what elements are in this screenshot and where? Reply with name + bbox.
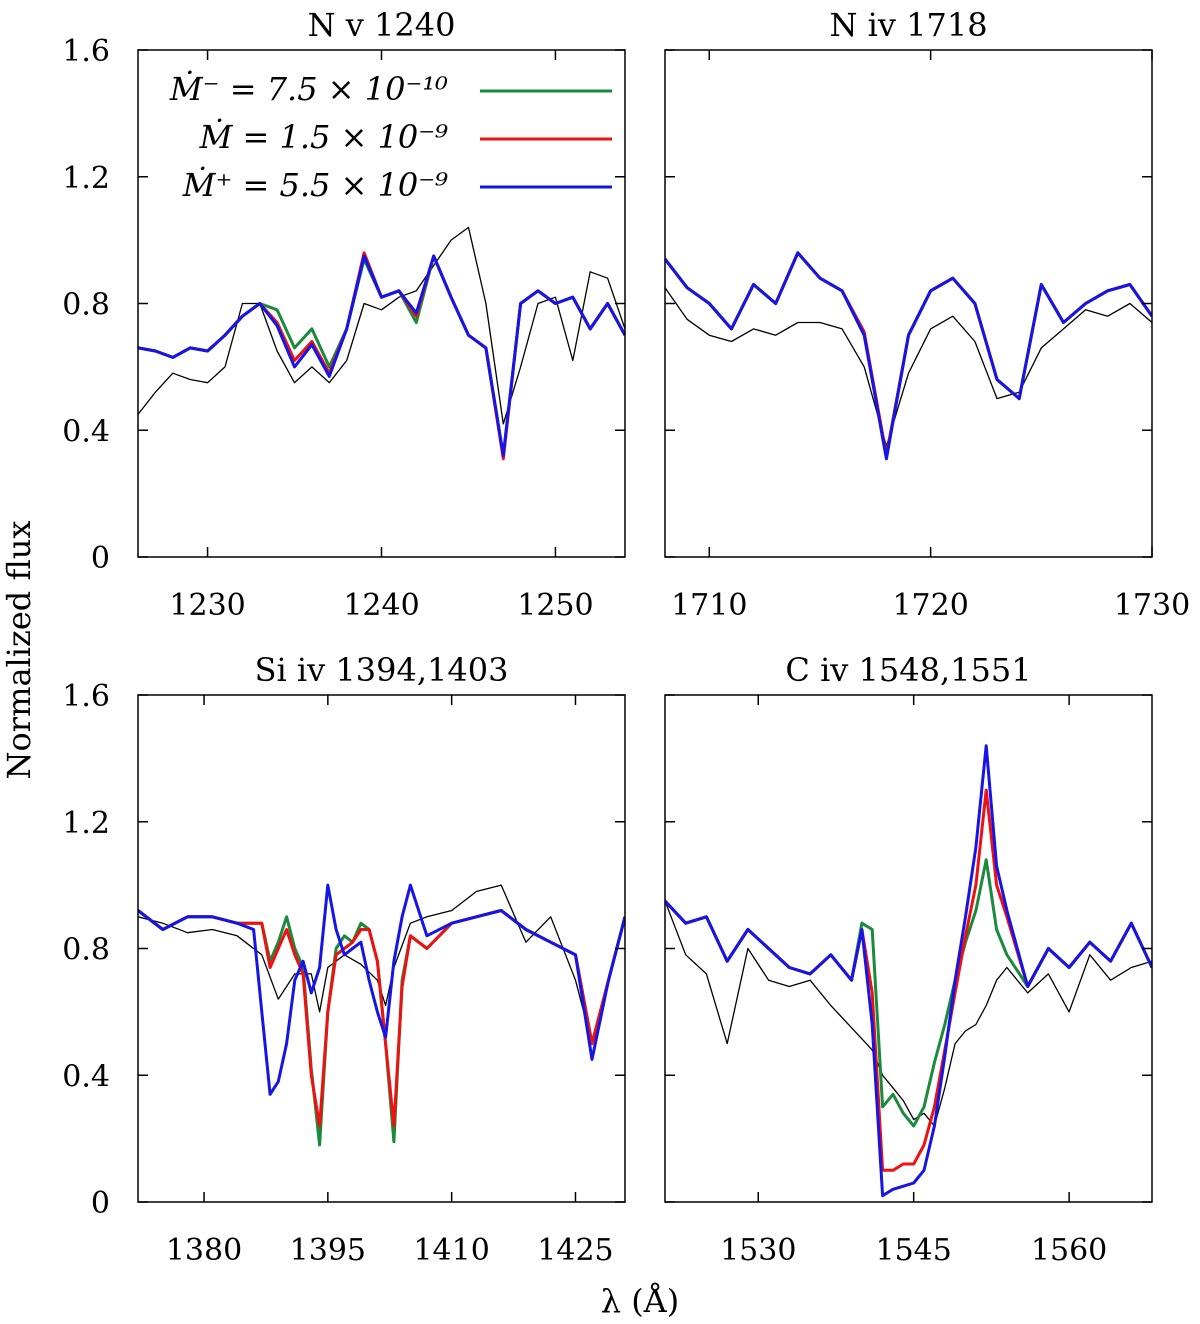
panel-4-xtick-label: 1560 — [1031, 1233, 1107, 1268]
panel-2-xtick-label: 1710 — [671, 588, 747, 623]
panel-4-frame — [664, 694, 1153, 1203]
panel-3-series-observed — [138, 884, 625, 1045]
panel-4-series-model-3 — [665, 744, 1152, 1198]
panel-1-ytick-label: 0.8 — [62, 288, 110, 323]
panel-2-series-model-3 — [665, 251, 1152, 461]
panel-2-series-model-1 — [665, 251, 1152, 458]
panel-1-series-model-3 — [138, 254, 625, 458]
panel-2-series-model-2 — [665, 251, 1152, 458]
panel-1-title: N v 1240 — [308, 6, 456, 44]
panel-3-ytick-label: 1.6 — [62, 679, 110, 714]
panel-1-ytick-label: 0 — [91, 541, 110, 576]
panel-1-series-model-1 — [138, 254, 625, 458]
y-axis-title: Normalized flux — [0, 521, 38, 780]
panel-3-ytick-label: 0.8 — [62, 933, 110, 968]
legend: Ṁ⁻ = 7.5 × 10⁻¹⁰ Ṁ = 1.5 × 10⁻⁹ Ṁ⁺ = 5.5… — [169, 70, 612, 204]
panel-2-frame — [664, 49, 1153, 558]
panel-2-plot-area — [665, 251, 1152, 461]
panel-4-plot-area — [665, 744, 1152, 1198]
panels: 1230 1240 1250 0 0.4 0.8 1.2 1.6 N v 1240 1710 172… — [62, 6, 1190, 1268]
panel-3-plot-area — [138, 883, 625, 1147]
panel-4-title: C iv 1548,1551 — [785, 651, 1031, 689]
panel-1-xtick-label: 1230 — [169, 588, 245, 623]
panel-3-series-model-3 — [138, 883, 625, 1096]
panel-3-ytick-label: 0 — [91, 1186, 110, 1221]
panel-4-xtick-label: 1545 — [876, 1233, 952, 1268]
panel-1-series-observed — [138, 226, 625, 425]
x-axis-title: λ (Å) — [601, 1282, 680, 1320]
panel-3-xtick-label: 1380 — [166, 1233, 242, 1268]
panel-4-series-model-2 — [665, 788, 1152, 1172]
panel-2-series-observed — [665, 287, 1152, 447]
panel-1-xtick-label: 1250 — [517, 588, 593, 623]
panel-1-plot-area — [138, 226, 625, 461]
panel-1-ytick-label: 1.6 — [62, 34, 110, 69]
panel-1: 1230 1240 1250 0 0.4 0.8 1.2 1.6 N v 1240 — [62, 6, 626, 623]
panel-3-title: Si iv 1394,1403 — [255, 651, 509, 689]
panel-3-xtick-label: 1410 — [413, 1233, 489, 1268]
panel-2-xtick-label: 1730 — [1114, 588, 1190, 623]
panel-3-frame — [137, 694, 626, 1203]
panel-2: 1710 1720 1730 N iv 1718 — [664, 6, 1190, 623]
panel-2-xtick-label: 1720 — [892, 588, 968, 623]
legend-label-mdot: Ṁ = 1.5 × 10⁻⁹ — [199, 118, 449, 156]
panel-3-ytick-label: 0.4 — [62, 1059, 110, 1094]
panel-4-xtick-label: 1530 — [720, 1233, 796, 1268]
panel-3-ytick-label: 1.2 — [62, 806, 110, 841]
panel-2-title: N iv 1718 — [829, 6, 987, 44]
panel-3-xtick-label: 1425 — [537, 1233, 613, 1268]
panel-3-xtick-label: 1395 — [290, 1233, 366, 1268]
panel-1-xtick-label: 1240 — [343, 588, 419, 623]
panel-4: 1530 1545 1560 C iv 1548,1551 — [664, 651, 1153, 1268]
panel-1-ytick-label: 0.4 — [62, 414, 110, 449]
legend-label-mdot-minus: Ṁ⁻ = 7.5 × 10⁻¹⁰ — [169, 70, 448, 108]
panel-1-ytick-label: 1.2 — [62, 161, 110, 196]
panel-1-series-model-2 — [138, 251, 625, 461]
panel-3: 1380 1395 1410 1425 0 0.4 0.8 1.2 1.6 Si iv 1394,… — [62, 651, 626, 1268]
panel-4-series-observed — [665, 900, 1152, 1127]
legend-label-mdot-plus: Ṁ⁺ = 5.5 × 10⁻⁹ — [182, 166, 448, 204]
